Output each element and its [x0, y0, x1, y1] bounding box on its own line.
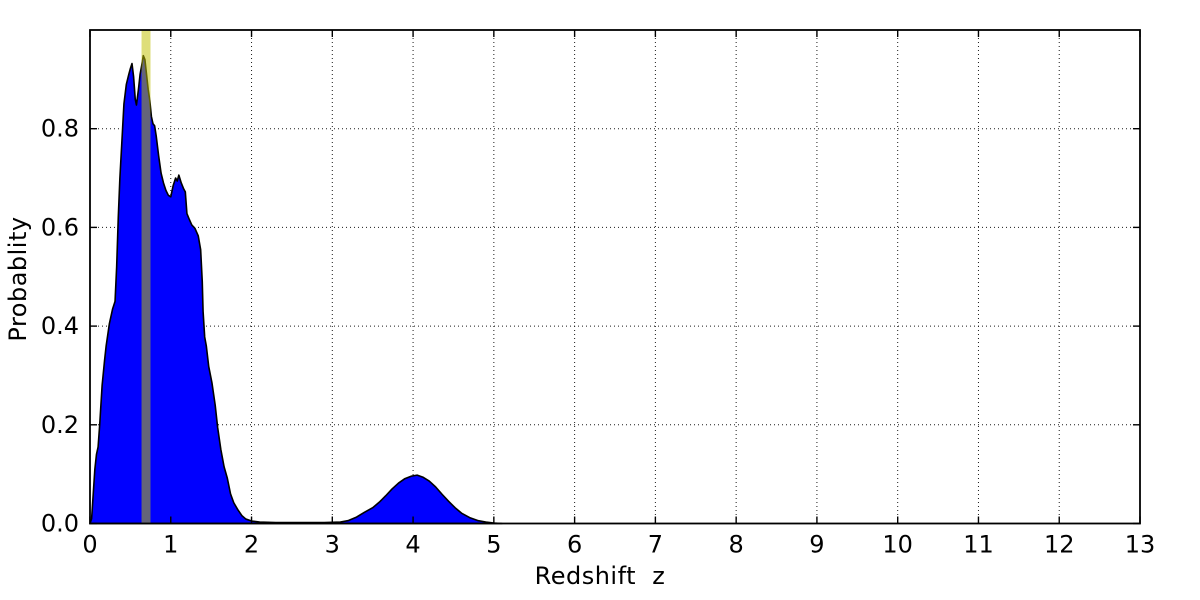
- x-tick-label: 5: [486, 531, 501, 559]
- probability-curve: [89, 54, 503, 525]
- x-tick-label: 13: [1125, 531, 1156, 559]
- x-tick-label: 6: [567, 531, 582, 559]
- x-tick-label: 11: [963, 531, 994, 559]
- x-tick-label: 9: [809, 531, 824, 559]
- plot-frame: [89, 29, 1141, 525]
- y-tick-label: 0.4: [41, 312, 79, 340]
- x-tick-label: 10: [882, 531, 913, 559]
- y-tick-label: 0.6: [41, 213, 79, 241]
- y-axis-title: Probablity: [4, 216, 32, 342]
- y-tick-label: 0.0: [41, 510, 79, 538]
- y-tick-label: 0.2: [41, 411, 79, 439]
- selected-redshift-band: [141, 30, 151, 524]
- x-tick-label: 1: [163, 531, 178, 559]
- x-tick-label: 7: [648, 531, 663, 559]
- x-tick-label: 0: [82, 531, 97, 559]
- x-tick-label: 12: [1044, 531, 1075, 559]
- x-axis-title: Redshift z: [534, 562, 666, 590]
- x-tick-label: 3: [325, 531, 340, 559]
- x-tick-label: 8: [729, 531, 744, 559]
- y-tick-label: 0.8: [41, 115, 79, 143]
- x-tick-label: 2: [244, 531, 259, 559]
- x-tick-label: 4: [405, 531, 420, 559]
